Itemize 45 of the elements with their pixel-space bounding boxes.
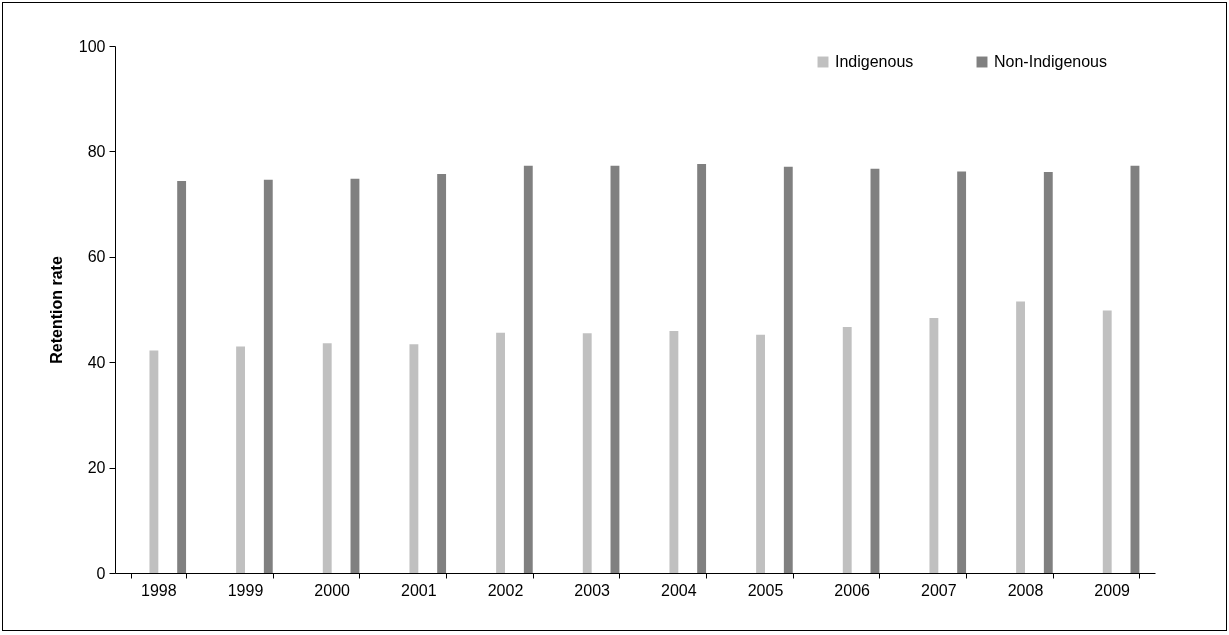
x-tick-label: 2007 <box>921 581 957 599</box>
bar <box>1043 171 1053 573</box>
y-axis-title: Retention rate <box>47 256 65 364</box>
x-tick-label: 2003 <box>574 581 611 599</box>
bar <box>1102 310 1112 573</box>
bar <box>842 326 852 573</box>
bar <box>350 178 360 573</box>
y-tick-label: 40 <box>87 353 106 371</box>
y-tick-label: 20 <box>87 459 106 477</box>
y-tick-label: 80 <box>87 142 106 160</box>
bar <box>957 171 967 573</box>
y-tick-label: 100 <box>78 37 106 55</box>
bar <box>582 333 592 573</box>
legend-label: Non-Indigenous <box>994 53 1107 70</box>
y-tick-label: 0 <box>96 564 106 582</box>
bar <box>437 174 447 573</box>
bar <box>870 168 880 573</box>
bar <box>322 343 332 573</box>
x-tick-label: 2001 <box>401 581 437 599</box>
x-tick-label: 2008 <box>1007 581 1044 599</box>
bar <box>496 332 505 573</box>
bar <box>409 344 419 573</box>
x-tick-label: 2005 <box>747 581 784 599</box>
x-tick-label: 2002 <box>487 581 524 599</box>
x-tick-label: 2004 <box>661 581 697 599</box>
legend-label: Indigenous <box>835 53 914 70</box>
bar <box>756 334 765 573</box>
bar <box>783 166 793 573</box>
bar <box>263 179 273 573</box>
bar <box>697 164 707 573</box>
bar <box>177 180 187 573</box>
x-tick-label: 1999 <box>227 581 264 599</box>
x-tick-label: 1998 <box>141 581 177 599</box>
bar <box>669 331 679 573</box>
bar <box>236 346 245 573</box>
bar <box>1130 165 1140 573</box>
y-tick-label: 60 <box>87 248 106 266</box>
bar <box>929 317 939 573</box>
bar <box>523 165 533 573</box>
bar <box>610 165 620 573</box>
x-tick-label: 2000 <box>314 581 351 599</box>
bar <box>1016 301 1025 573</box>
bar <box>149 350 159 573</box>
x-tick-label: 2009 <box>1094 581 1131 599</box>
x-tick-label: 2006 <box>834 581 871 599</box>
